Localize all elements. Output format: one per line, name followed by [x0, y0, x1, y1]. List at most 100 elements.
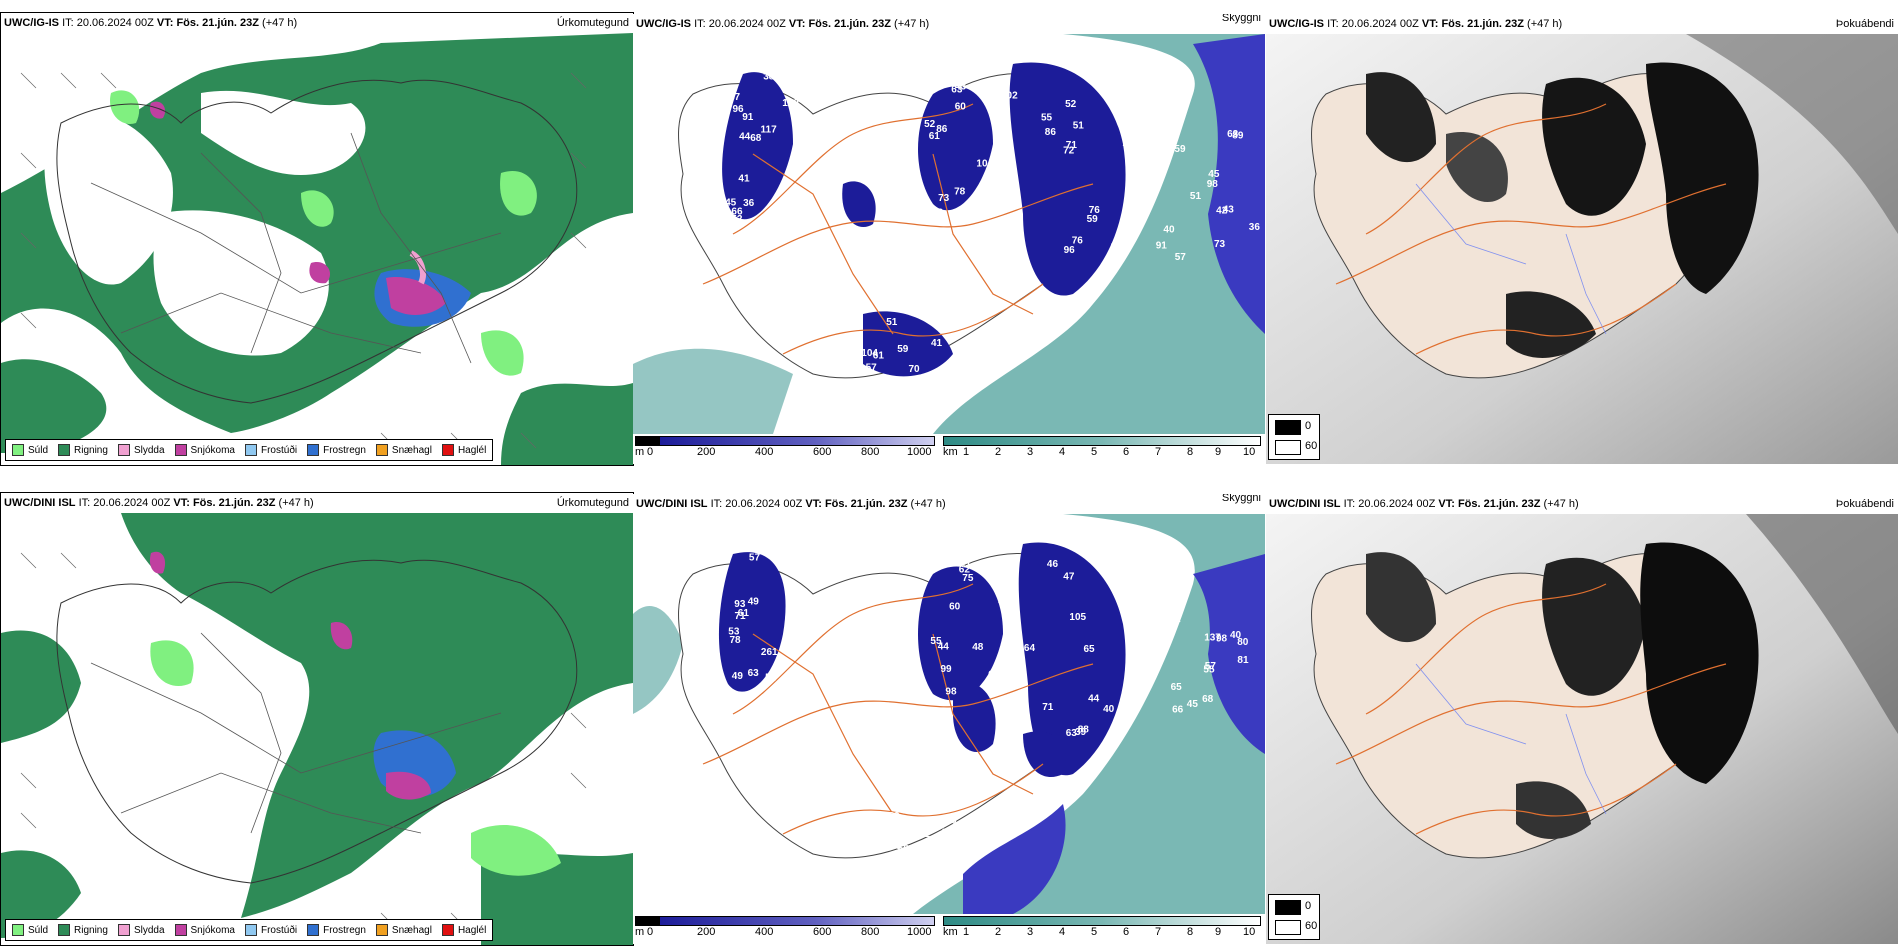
cloud-base-label: 57: [749, 552, 761, 563]
model-name: UWC/DINI ISL: [4, 497, 76, 509]
lead-time: (+47 h): [262, 17, 298, 29]
cloud-base-label: 51: [1190, 191, 1202, 202]
cloud-base-label: 41: [931, 338, 943, 349]
cloud-base-label: 49: [732, 671, 744, 682]
cloud-base-label: 48: [921, 312, 933, 323]
cloud-base-label: 41: [738, 174, 750, 185]
model-name: UWC/DINI ISL: [1269, 498, 1341, 510]
visibility-panel-2: UWC/DINI ISL IT: 20.06.2024 00Z VT: Fös.…: [633, 494, 1265, 944]
cloud-base-label: 47: [1063, 572, 1075, 583]
cloud-base-label: 72: [1063, 146, 1075, 157]
valid-time: Fös. 21.jún. 23Z: [176, 17, 259, 29]
cloud-base-label: 66: [1172, 705, 1184, 716]
cloud-base-label: 62: [958, 318, 970, 329]
legend-item-snow: Snjókoma: [174, 924, 235, 936]
cloud-base-label: 47: [790, 592, 802, 603]
cloud-base-label: 65: [1171, 682, 1183, 693]
cloud-base-label: 79: [997, 595, 1009, 606]
legend-item-hail: Haglél: [441, 924, 486, 936]
cloud-base-label: 93: [734, 599, 746, 610]
cloud-base-label: 61: [738, 608, 750, 619]
cloud-base-label: 44: [938, 642, 950, 653]
legend-item-hail: Haglél: [441, 444, 486, 456]
cloud-base-label: 66: [731, 206, 743, 217]
cloud-base-label: 46: [1047, 559, 1059, 570]
cloud-base-label: 73: [938, 193, 950, 204]
legend-item-freezing-drizzle: Frostúði: [244, 924, 297, 936]
cloud-base-label: 53: [728, 627, 740, 638]
model-name: UWC/IG-IS: [4, 17, 59, 29]
visibility-map: 78 61 51 51 48 66 60 51 40 51 45 73 52 45 41 47 43 43 42 77…: [633, 34, 1265, 434]
cloud-base-label: 78: [954, 186, 966, 197]
lead-time: (+47 h): [1527, 18, 1563, 30]
panel-title: Þokuábendi: [1835, 498, 1894, 510]
precip-map: [1, 513, 633, 945]
height-colorbar: m 0 200 400 600 800 1000: [635, 436, 935, 460]
cloud-base-label: 63: [748, 668, 760, 679]
cloud-base-label: 105: [1069, 612, 1086, 623]
cloud-base-label: 68: [1202, 694, 1214, 705]
cloud-base-label: 71: [1042, 702, 1054, 713]
cloud-base-label: 137: [1204, 632, 1221, 643]
init-time: 20.06.2024 00Z: [1341, 18, 1419, 30]
cloud-base-label: 40: [1163, 224, 1175, 235]
lead-time: (+47 h): [278, 497, 314, 509]
cloud-base-label: 43: [955, 82, 967, 93]
legend-item-rain: Rigning: [58, 924, 108, 936]
cloud-base-label: 98: [945, 687, 957, 698]
cloud-base-label: 78: [785, 204, 797, 215]
key-box-dark: [1275, 900, 1301, 915]
cloud-base-label: 77: [953, 315, 965, 326]
panel-header: UWC/DINI ISL IT: 20.06.2024 00Z VT: Fös.…: [1, 493, 633, 513]
lead-time: (+47 h): [1543, 498, 1579, 510]
fog-index-key: 0 60: [1268, 414, 1320, 460]
panel-title: Þokuábendi: [1835, 18, 1894, 30]
cloud-base-label: 42: [1216, 206, 1228, 217]
cloud-base-label: 41: [960, 558, 972, 569]
cloud-base-label: 65: [911, 823, 923, 834]
cloud-base-label: 59: [897, 344, 909, 355]
cloud-base-label: 63: [988, 669, 1000, 680]
cloud-base-label: 86: [1045, 127, 1057, 138]
legend-item-freezing-rain: Frostregn: [307, 924, 366, 936]
cloud-base-label: 52: [765, 672, 777, 683]
cloud-base-label: 108: [926, 208, 943, 219]
cloud-base-label: 60: [955, 102, 967, 113]
cloud-base-label: 96: [1064, 245, 1076, 256]
cloud-base-label: 43: [1223, 205, 1235, 216]
cloud-base-label: 51: [1114, 88, 1126, 99]
legend-item-sleet: Slydda: [117, 924, 165, 936]
height-colorbar: m 0 200 400 600 800 1000: [635, 916, 935, 940]
cloud-base-label: 88: [1078, 724, 1090, 735]
legend-item-drizzle: Súld: [12, 924, 48, 936]
precip-type-legend: Súld Rigning Slydda Snjókoma Frostúði Fr…: [5, 439, 494, 461]
cloud-base-label: 55: [1041, 113, 1053, 124]
cloud-base-label: 70: [909, 364, 921, 375]
cloud-base-label: 60: [949, 602, 961, 613]
valid-time: Fös. 21.jún. 23Z: [808, 18, 891, 30]
cloud-base-label: 81: [1237, 655, 1249, 666]
cloud-base-label: 45: [1187, 699, 1199, 710]
cloud-base-label: 98: [902, 296, 914, 307]
legend-item-snow-pellets: Snæhagl: [375, 444, 432, 456]
cloud-base-label: 63: [1227, 129, 1239, 140]
legend-item-rain: Rigning: [58, 444, 108, 456]
cloud-base-label: 59: [1174, 144, 1186, 155]
cloud-base-label: 38: [763, 72, 775, 83]
fog-panel-1: UWC/IG-IS IT: 20.06.2024 00Z VT: Fös. 21…: [1266, 14, 1898, 464]
cloud-base-label: 80: [1237, 637, 1249, 648]
cloud-base-label: 40: [1103, 704, 1115, 715]
key-box-light: [1275, 920, 1301, 935]
model-name: UWC/IG-IS: [1269, 18, 1324, 30]
cloud-base-label: 75: [962, 573, 974, 584]
lead-time: (+47 h): [894, 18, 930, 30]
model-name: UWC/DINI ISL: [636, 498, 708, 510]
cloud-base-label: 71: [735, 611, 747, 622]
cloud-base-label: 36: [743, 198, 755, 209]
cloud-base-label: 50: [930, 798, 942, 809]
cloud-base-label: 76: [905, 803, 917, 814]
valid-time: Fös. 21.jún. 23Z: [192, 497, 276, 509]
cloud-base-label: 61: [873, 351, 885, 362]
key-box-light: [1275, 440, 1301, 455]
lead-time: (+47 h): [910, 498, 946, 510]
